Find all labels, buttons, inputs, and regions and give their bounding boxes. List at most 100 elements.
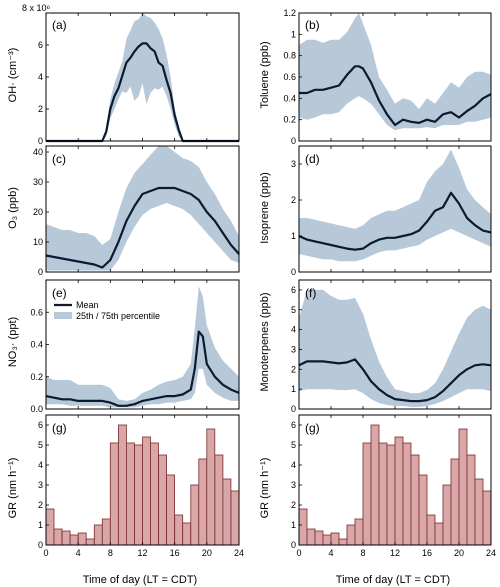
panel-label-f: (f): [305, 286, 316, 300]
x-tick-label: 4: [76, 548, 81, 558]
gr-bar: [182, 522, 192, 546]
x-tick-label: 24: [234, 548, 244, 558]
x-tick-label: 0: [296, 548, 301, 558]
gr-bar: [61, 530, 71, 546]
panel-label-c: (c): [52, 152, 66, 166]
y-tick-label: 0: [291, 540, 296, 550]
ylabel-gr-right: GR (nm h⁻¹): [259, 458, 271, 519]
gr-bar: [418, 474, 428, 546]
gr-bar: [190, 484, 200, 546]
y-tick-label: 4: [291, 325, 296, 335]
mean-line: [45, 186, 240, 269]
gr-bar: [330, 532, 340, 546]
y-tick-label: 10: [33, 237, 43, 247]
y-tick-label: 3: [291, 159, 296, 169]
gr-bar: [370, 424, 380, 546]
y-tick-label: 0: [291, 404, 296, 414]
x-tick-label: 12: [390, 548, 400, 558]
y-tick-label: 4: [291, 460, 296, 470]
gr-bar: [298, 508, 308, 546]
x-tick-label: 12: [137, 548, 147, 558]
panel-label-g-right: (g): [305, 421, 320, 435]
legend-band-label: 25th / 75th percentile: [76, 311, 160, 321]
mean-line: [298, 191, 492, 251]
gr-bar: [306, 528, 316, 546]
y-tick-label: 2: [291, 364, 296, 374]
gr-bar: [166, 474, 176, 546]
legend: Mean 25th / 75th percentile: [54, 300, 160, 321]
gr-bar: [466, 454, 476, 546]
xlabel-right: Time of day (LT = CDT): [336, 574, 450, 586]
y-tick-label: 30: [33, 177, 43, 187]
y-tick-label: 0.6: [30, 307, 43, 317]
y-tick-label: 40: [33, 147, 43, 157]
gr-bar: [101, 518, 111, 546]
y-tick-label: 2: [291, 500, 296, 510]
y-tick-label: 1: [291, 231, 296, 241]
percentile-band: [46, 13, 239, 141]
mean-line: [45, 330, 240, 407]
gr-bar: [402, 442, 412, 546]
ylabel-oh: OH· (cm⁻³): [7, 48, 19, 103]
y-tick-label: 2: [38, 104, 43, 114]
gr-bar: [158, 454, 168, 546]
gr-bar: [134, 444, 143, 546]
percentile-band: [46, 286, 239, 408]
oh-multiplier: 8 x 10⁶: [22, 3, 51, 13]
mean-line: [299, 65, 492, 127]
y-tick-label: 20: [33, 207, 43, 217]
x-tick-label: 20: [202, 548, 212, 558]
y-tick-label: 5: [291, 305, 296, 315]
y-tick-label: 5: [38, 440, 43, 450]
panel-monoterpenes: 0 1 2 3 4 5 6: [291, 279, 492, 414]
gr-bar: [354, 518, 364, 546]
y-tick-label: 0.2: [30, 372, 43, 382]
gr-bar: [322, 534, 332, 546]
y-tick-label: 3: [38, 480, 43, 490]
y-tick-label: 6: [38, 420, 43, 430]
gr-bar: [394, 436, 404, 546]
percentile-band: [46, 146, 239, 271]
y-tick-label: 1: [291, 520, 296, 530]
ylabel-isoprene: Isoprene (ppb): [259, 172, 271, 244]
ylabel-monoterpenes: Monoterpenes (ppb): [259, 292, 271, 391]
y-tick-label: 0: [38, 540, 43, 550]
panel-label-d: (d): [305, 152, 320, 166]
panel-oh: 0 2 4 6: [38, 12, 240, 146]
y-tick-label: 4: [38, 72, 43, 82]
ylabel-no3: NO₃· (ppt): [7, 317, 19, 367]
legend-band-swatch: [54, 312, 72, 319]
gr-bar: [458, 428, 468, 546]
gr-bar: [434, 522, 444, 546]
y-tick-label: 6: [291, 285, 296, 295]
y-tick-label: 5: [291, 440, 296, 450]
y-tick-label: 4: [38, 460, 43, 470]
percentile-band: [299, 149, 491, 262]
gr-bar: [45, 508, 55, 546]
gr-bar: [214, 454, 224, 546]
x-tick-label: 24: [486, 548, 496, 558]
gr-bar: [53, 528, 63, 546]
gr-bar: [346, 524, 356, 546]
gr-bar: [85, 538, 95, 546]
xlabel-left: Time of day (LT = CDT): [83, 574, 197, 586]
gr-bar: [93, 524, 103, 546]
panel-ozone: 0 10 20 30 40: [33, 145, 240, 277]
percentile-band: [299, 289, 491, 407]
legend-mean-label: Mean: [76, 300, 99, 310]
x-tick-label: 0: [43, 548, 48, 558]
y-tick-label: 3: [291, 480, 296, 490]
y-tick-label: 0.2: [283, 115, 296, 125]
gr-bar: [474, 478, 484, 546]
x-tick-label: 16: [422, 548, 432, 558]
y-tick-label: 2: [291, 195, 296, 205]
gr-bar: [362, 442, 372, 546]
gr-bar: [378, 442, 388, 546]
gr-bar: [482, 490, 492, 546]
y-tick-label: 0.6: [283, 72, 296, 82]
gr-bar: [126, 442, 135, 546]
gr-bar: [442, 484, 452, 546]
gr-bar: [206, 428, 216, 546]
